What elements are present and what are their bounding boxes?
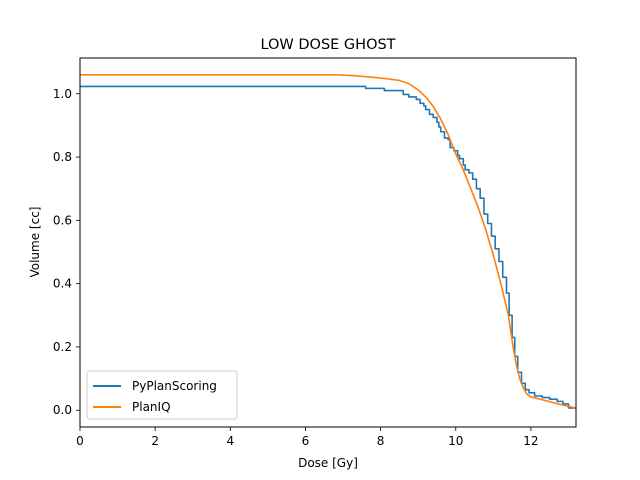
y-tick-label: 0.0: [53, 403, 72, 417]
y-tick-label: 0.8: [53, 150, 72, 164]
y-tick-label: 1.0: [53, 87, 72, 101]
x-tick-label: 4: [226, 434, 234, 448]
x-tick-label: 10: [448, 434, 463, 448]
x-tick-label: 0: [76, 434, 84, 448]
x-tick-label: 2: [151, 434, 159, 448]
legend-label-pyplanscoring: PyPlanScoring: [132, 379, 217, 393]
y-axis-label: Volume [cc]: [28, 206, 42, 277]
x-axis-label: Dose [Gy]: [298, 456, 358, 470]
series-line-pyplanscoring: [80, 85, 576, 409]
x-tick-label: 12: [523, 434, 538, 448]
plot-area: [80, 58, 576, 427]
series-line-planiq: [80, 73, 577, 409]
series-layer: [80, 73, 577, 409]
y-tick-label: 0.4: [53, 277, 72, 291]
chart-title: LOW DOSE GHOST: [260, 37, 395, 53]
x-tick-label: 6: [302, 434, 310, 448]
axes-frame: [79, 57, 577, 428]
legend: PyPlanScoring PlanIQ: [86, 370, 238, 420]
y-tick-label: 0.2: [53, 340, 72, 354]
x-axis: 0 2 4 6 8 10 12: [76, 427, 539, 448]
legend-box: [86, 370, 238, 420]
legend-label-planiq: PlanIQ: [132, 400, 171, 414]
y-tick-label: 0.6: [53, 213, 72, 227]
y-axis: 0.0 0.2 0.4 0.6 0.8 1.0: [53, 87, 80, 417]
x-tick-label: 8: [377, 434, 385, 448]
